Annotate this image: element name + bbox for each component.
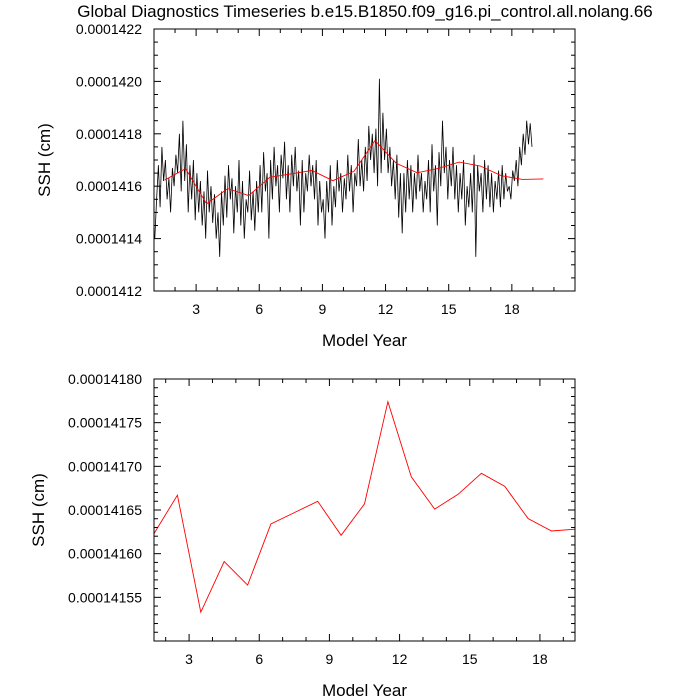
x-tick-label: 15 (462, 651, 478, 667)
x-tick-label: 18 (532, 651, 548, 667)
x-tick-label: 6 (255, 301, 263, 317)
series-line-annual-mean (164, 139, 544, 205)
figure-title: Global Diagnostics Timeseries b.e15.B185… (77, 2, 653, 21)
x-axis-label: Model Year (322, 681, 407, 700)
y-axis-label: SSH (cm) (35, 123, 54, 197)
x-tick-label: 3 (185, 651, 193, 667)
x-tick-label: 15 (441, 301, 457, 317)
x-tick-label: 12 (392, 651, 408, 667)
x-tick-label: 9 (319, 301, 327, 317)
y-tick-label: 0.0001420 (76, 73, 142, 89)
x-tick-label: 12 (378, 301, 394, 317)
x-tick-label: 3 (192, 301, 200, 317)
y-tick-label: 0.0001414 (76, 231, 142, 247)
y-tick-label: 0.00014175 (68, 415, 142, 431)
y-tick-label: 0.0001412 (76, 283, 142, 299)
series-line-monthly (154, 78, 533, 257)
y-tick-label: 0.00014160 (68, 546, 142, 562)
y-tick-label: 0.0001416 (76, 178, 142, 194)
y-tick-label: 0.00014170 (68, 458, 142, 474)
x-tick-label: 6 (255, 651, 263, 667)
plot-frame (153, 378, 576, 642)
chart-top: 0.0001412 0.0001414 0.0001416 0.0001418 0.00… (35, 21, 576, 350)
y-tick-label: 0.00014180 (68, 371, 142, 387)
y-tick-label: 0.00014165 (68, 502, 142, 518)
y-tick-label: 0.00014155 (68, 589, 142, 605)
chart-bottom: 0.00014155 0.00014160 0.00014165 0.00014170… (29, 371, 576, 700)
series-line-annual-mean (153, 399, 576, 614)
y-tick-label: 0.0001422 (76, 21, 142, 37)
y-tick-label: 0.0001418 (76, 126, 142, 142)
y-axis-label: SSH (cm) (29, 473, 48, 547)
x-tick-label: 9 (326, 651, 334, 667)
x-tick-label: 18 (504, 301, 520, 317)
x-axis-label: Model Year (322, 331, 407, 350)
